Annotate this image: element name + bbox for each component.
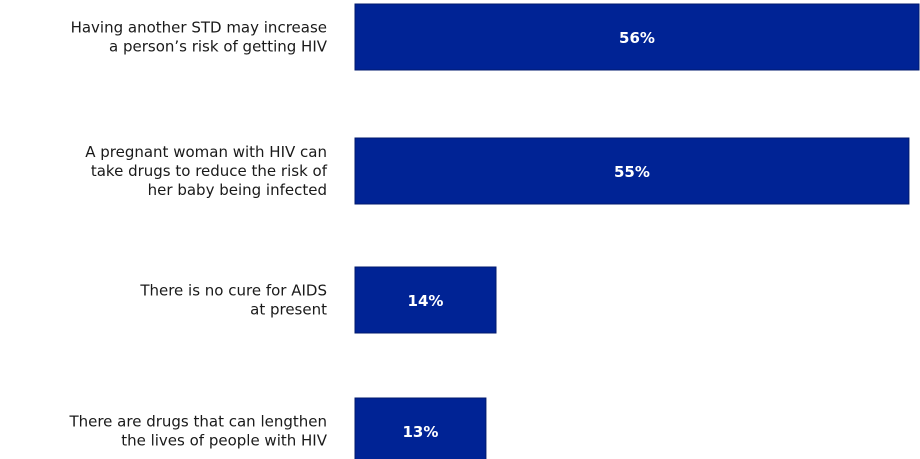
value-label-4: 13% <box>403 423 439 441</box>
category-label-line: take drugs to reduce the risk of <box>91 162 328 180</box>
bar-1 <box>354 3 920 71</box>
value-label-1: 56% <box>619 29 655 47</box>
category-label-line: at present <box>250 301 327 319</box>
category-label-3: There is no cure for AIDS at present <box>139 282 327 319</box>
category-label-line: her baby being infected <box>148 181 327 199</box>
category-label-2: A pregnant woman with HIV can take drugs … <box>85 143 328 199</box>
bars-layer: 56% 55% 14% 13% <box>354 3 920 459</box>
value-label-3: 14% <box>408 292 444 310</box>
category-label-line: There is no cure for AIDS <box>139 282 327 300</box>
category-label-1: Having another STD may increase a person’… <box>71 19 328 56</box>
category-labels-layer: Having another STD may increase a person’… <box>68 19 327 450</box>
category-label-line: There are drugs that can lengthen <box>68 413 327 431</box>
value-label-2: 55% <box>614 163 650 181</box>
bar-4 <box>354 397 487 459</box>
bar-3 <box>354 266 497 334</box>
category-label-line: Having another STD may increase <box>71 19 327 37</box>
category-label-line: A pregnant woman with HIV can <box>85 143 327 161</box>
category-label-line: a person’s risk of getting HIV <box>109 38 328 56</box>
bar-2 <box>354 137 910 205</box>
category-label-4: There are drugs that can lengthen the liv… <box>68 413 327 450</box>
category-label-line: the lives of people with HIV <box>121 432 328 450</box>
